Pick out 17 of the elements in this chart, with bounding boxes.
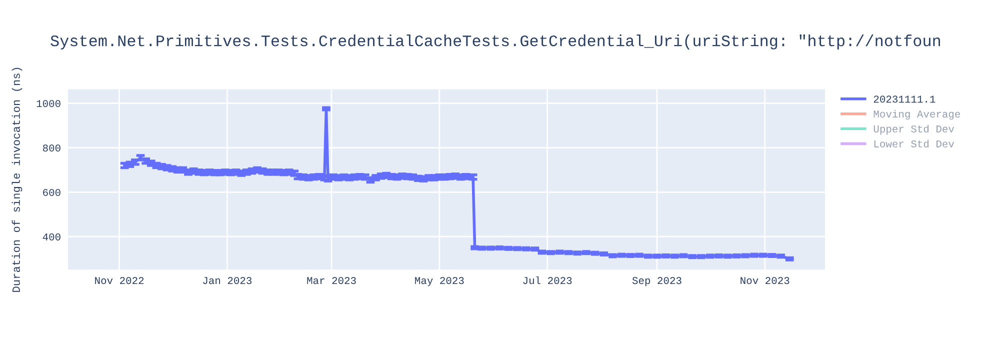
- y-tick-label: 1000: [36, 100, 60, 108]
- x-tick-label: Jul 2023: [523, 276, 572, 284]
- legend-label: Moving Average: [874, 110, 960, 120]
- legend-label: 20231111.1: [874, 96, 936, 103]
- y-tick-label: 800: [42, 144, 60, 152]
- x-tick-label: Nov 2023: [740, 277, 790, 284]
- chart-title: System.Net.Primitives.Tests.CredentialCacheTests.GetCredential_Uri(uriString: "http://notfoun: [50, 34, 940, 50]
- x-tick-label: May 2023: [415, 277, 464, 286]
- legend-label: Upper Std Dev: [874, 124, 954, 135]
- x-tick-label: Nov 2022: [95, 277, 144, 284]
- y-tick-label: 400: [42, 233, 60, 240]
- y-tick-label: 600: [43, 188, 60, 196]
- x-tick-label: Sep 2023: [632, 277, 682, 286]
- x-tick-label: Jan 2023: [203, 277, 252, 284]
- y-axis-title: Duration of single invocation (ns): [12, 68, 22, 292]
- x-tick-label: Mar 2023: [307, 277, 356, 284]
- legend-label: Lower Std Dev: [874, 140, 954, 148]
